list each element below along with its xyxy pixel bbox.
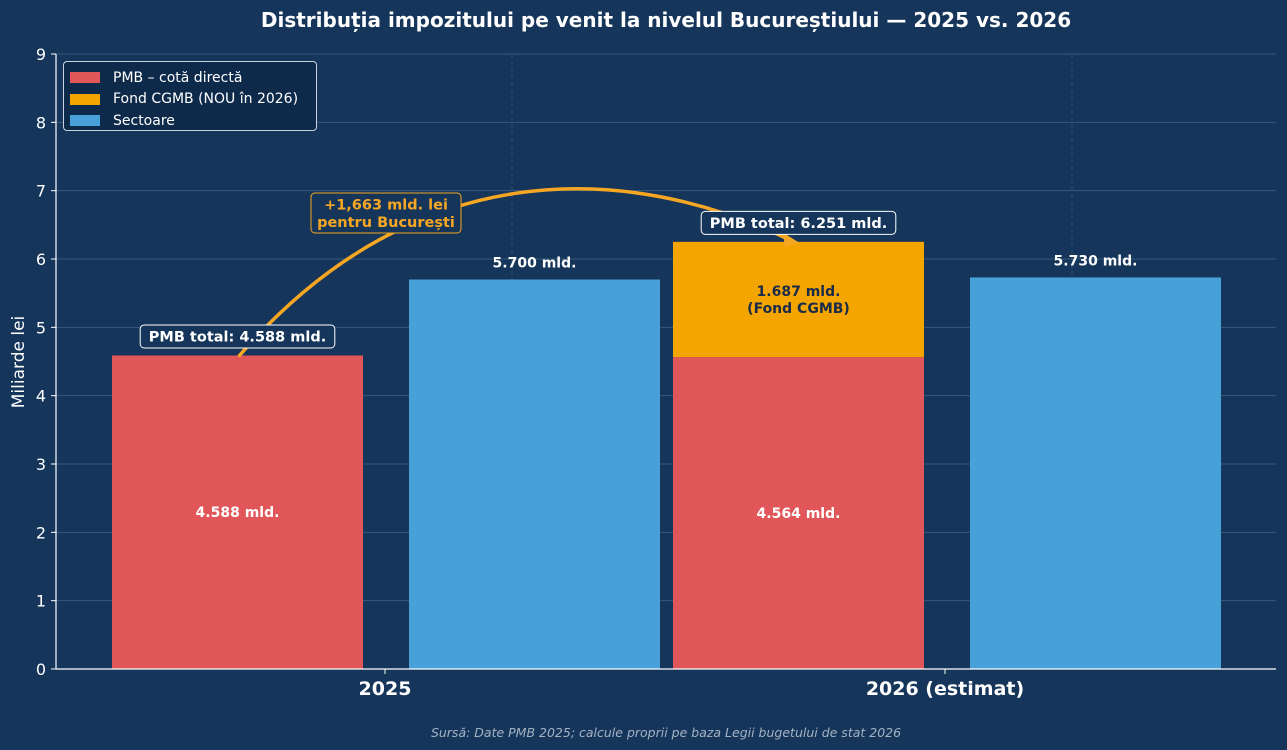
pmb-total-2026: PMB total: 6.251 mld. — [710, 216, 887, 232]
annotation-box — [310, 192, 462, 234]
y-tick-label: 8 — [36, 113, 46, 132]
legend: PMB – cotă directă Fond CGMB (NOU în 202… — [63, 61, 317, 131]
legend-item-sectoare: Sectoare — [70, 110, 308, 132]
bar-sectoare — [970, 277, 1221, 669]
legend-label-fond: Fond CGMB (NOU în 2026) — [113, 91, 299, 108]
bar-label-fond-cgmb: 1.687 mld. (Fond CGMB) — [747, 284, 850, 317]
pmb-total-2025: PMB total: 4.588 mld. — [149, 330, 326, 346]
pmb-total-2025-box — [139, 324, 336, 349]
bar-label-pmb: 4.588 mld. — [196, 505, 280, 521]
y-tick-label: 4 — [36, 387, 46, 406]
y-tick-label: 7 — [36, 182, 46, 201]
pmb-total-2026-box — [700, 210, 897, 235]
bar-label-sectoare: 5.700 mld. — [493, 255, 577, 271]
y-tick-label: 6 — [36, 250, 46, 269]
y-tick-label: 0 — [36, 660, 46, 679]
transfer-arrow-head — [783, 232, 800, 247]
x-tick-label: 2026 (estimat) — [866, 678, 1024, 700]
source-note: Sursă: Date PMB 2025; calcule proprii pe… — [431, 725, 901, 740]
y-axis-label: Miliarde lei — [9, 316, 29, 409]
bar-pmb — [112, 355, 363, 669]
bar-label-pmb: 4.564 mld. — [757, 506, 841, 522]
y-tick-label: 3 — [36, 455, 46, 474]
legend-swatch-sectoare — [70, 115, 100, 127]
annotation-label: +1,663 mld. lei pentru București — [317, 197, 455, 230]
legend-swatch-pmb — [70, 72, 100, 84]
y-tick-label: 5 — [36, 318, 46, 337]
x-tick-label: 2025 — [359, 678, 412, 700]
y-tick-label: 1 — [36, 592, 46, 611]
legend-label-sectoare: Sectoare — [113, 112, 175, 129]
legend-item-fond: Fond CGMB (NOU în 2026) — [70, 89, 308, 111]
legend-swatch-fond — [70, 93, 100, 105]
chart-title: Distribuția impozitului pe venit la nive… — [261, 8, 1071, 32]
bar-fond-cgmb — [673, 241, 924, 358]
y-tick-label: 9 — [36, 45, 46, 64]
bar-pmb — [673, 357, 924, 669]
y-tick-label: 2 — [36, 523, 46, 542]
legend-label-pmb: PMB – cotă directă — [113, 69, 243, 86]
bar-sectoare — [409, 279, 660, 669]
bar-label-sectoare: 5.730 mld. — [1054, 253, 1138, 269]
legend-item-pmb: PMB – cotă directă — [70, 67, 308, 89]
